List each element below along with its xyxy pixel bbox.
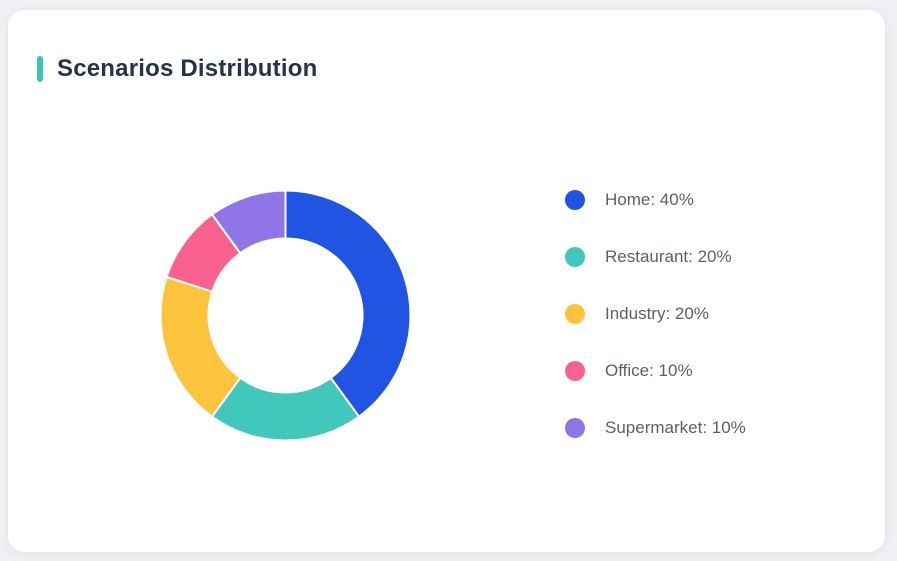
legend-label-industry: Industry: 20% — [605, 304, 709, 323]
legend-item-home[interactable]: Home: 40% — [565, 190, 746, 210]
legend-dot-restaurant — [565, 247, 585, 267]
legend-dot-home — [565, 190, 585, 210]
card-header: Scenarios Distribution — [37, 55, 317, 83]
donut-segment-industry[interactable] — [159, 275, 242, 418]
legend-dot-office — [565, 361, 585, 381]
legend-item-supermarket[interactable]: Supermarket: 10% — [565, 418, 746, 438]
scenarios-distribution-card: Scenarios Distribution Home: 40% Restaura… — [8, 10, 885, 552]
legend-item-industry[interactable]: Industry: 20% — [565, 304, 746, 324]
legend-label-supermarket: Supermarket: 10% — [605, 418, 746, 437]
legend-item-office[interactable]: Office: 10% — [565, 361, 746, 381]
donut-segment-supermarket[interactable] — [211, 189, 287, 255]
chart-area: Home: 40% Restaurant: 20% Industry: 20% Off… — [8, 10, 885, 552]
legend-dot-supermarket — [565, 418, 585, 438]
donut-chart — [159, 189, 412, 442]
legend-label-restaurant: Restaurant: 20% — [605, 247, 732, 266]
legend-dot-industry — [565, 304, 585, 324]
chart-legend: Home: 40% Restaurant: 20% Industry: 20% Off… — [565, 190, 746, 438]
title-accent-bar — [37, 56, 43, 82]
donut-segment-home[interactable] — [284, 189, 412, 418]
card-title: Scenarios Distribution — [57, 55, 318, 82]
legend-label-office: Office: 10% — [605, 361, 693, 380]
legend-label-home: Home: 40% — [605, 190, 694, 209]
legend-item-restaurant[interactable]: Restaurant: 20% — [565, 247, 746, 267]
